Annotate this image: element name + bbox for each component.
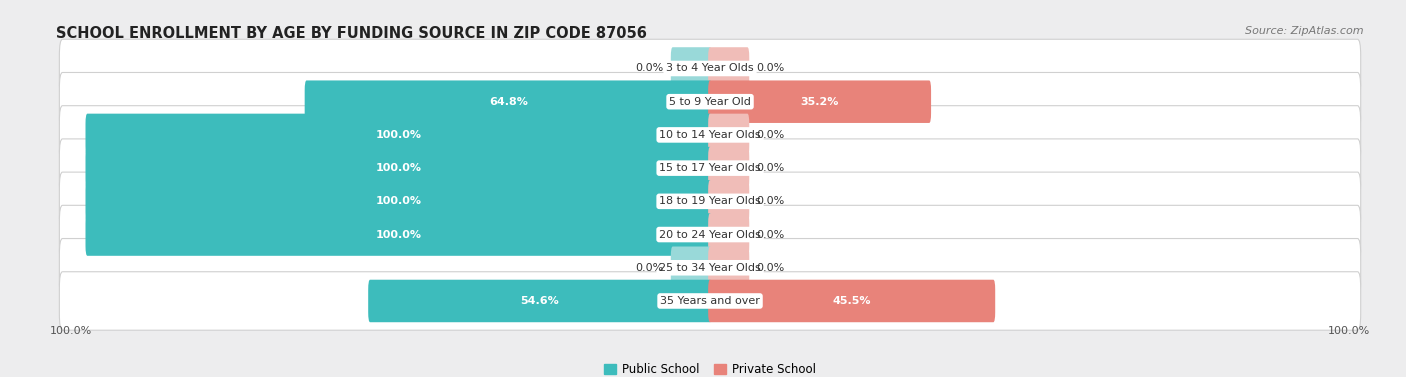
Text: 54.6%: 54.6% (520, 296, 560, 306)
Text: 0.0%: 0.0% (756, 230, 785, 239)
Text: 100.0%: 100.0% (375, 196, 422, 206)
FancyBboxPatch shape (368, 280, 711, 322)
Text: 100.0%: 100.0% (375, 230, 422, 239)
Text: 15 to 17 Year Olds: 15 to 17 Year Olds (659, 163, 761, 173)
FancyBboxPatch shape (709, 213, 749, 256)
FancyBboxPatch shape (59, 39, 1361, 98)
FancyBboxPatch shape (86, 213, 711, 256)
Text: 0.0%: 0.0% (756, 63, 785, 74)
Text: 0.0%: 0.0% (756, 196, 785, 206)
FancyBboxPatch shape (709, 113, 749, 156)
FancyBboxPatch shape (59, 106, 1361, 164)
FancyBboxPatch shape (709, 280, 995, 322)
Text: 25 to 34 Year Olds: 25 to 34 Year Olds (659, 263, 761, 273)
Text: 0.0%: 0.0% (756, 163, 785, 173)
Text: 35.2%: 35.2% (800, 97, 839, 107)
FancyBboxPatch shape (59, 139, 1361, 197)
Text: 10 to 14 Year Olds: 10 to 14 Year Olds (659, 130, 761, 140)
FancyBboxPatch shape (709, 247, 749, 289)
Text: 18 to 19 Year Olds: 18 to 19 Year Olds (659, 196, 761, 206)
FancyBboxPatch shape (671, 247, 711, 289)
FancyBboxPatch shape (59, 72, 1361, 131)
FancyBboxPatch shape (59, 239, 1361, 297)
Text: 0.0%: 0.0% (756, 130, 785, 140)
FancyBboxPatch shape (59, 272, 1361, 330)
Text: 45.5%: 45.5% (832, 296, 870, 306)
FancyBboxPatch shape (59, 172, 1361, 231)
Text: 100.0%: 100.0% (375, 130, 422, 140)
Text: 100.0%: 100.0% (375, 163, 422, 173)
FancyBboxPatch shape (305, 80, 711, 123)
Text: 100.0%: 100.0% (1327, 326, 1369, 336)
FancyBboxPatch shape (86, 180, 711, 222)
Text: 100.0%: 100.0% (51, 326, 93, 336)
Text: SCHOOL ENROLLMENT BY AGE BY FUNDING SOURCE IN ZIP CODE 87056: SCHOOL ENROLLMENT BY AGE BY FUNDING SOUR… (56, 26, 647, 41)
FancyBboxPatch shape (709, 147, 749, 189)
FancyBboxPatch shape (709, 47, 749, 90)
Text: 0.0%: 0.0% (636, 263, 664, 273)
Text: 64.8%: 64.8% (489, 97, 527, 107)
FancyBboxPatch shape (86, 147, 711, 189)
FancyBboxPatch shape (86, 113, 711, 156)
Text: Source: ZipAtlas.com: Source: ZipAtlas.com (1246, 26, 1364, 37)
Text: 5 to 9 Year Old: 5 to 9 Year Old (669, 97, 751, 107)
Text: 0.0%: 0.0% (636, 63, 664, 74)
FancyBboxPatch shape (671, 47, 711, 90)
Text: 35 Years and over: 35 Years and over (659, 296, 761, 306)
Text: 20 to 24 Year Olds: 20 to 24 Year Olds (659, 230, 761, 239)
Legend: Public School, Private School: Public School, Private School (600, 360, 820, 377)
FancyBboxPatch shape (709, 80, 931, 123)
FancyBboxPatch shape (59, 205, 1361, 264)
Text: 3 to 4 Year Olds: 3 to 4 Year Olds (666, 63, 754, 74)
FancyBboxPatch shape (709, 180, 749, 222)
Text: 0.0%: 0.0% (756, 263, 785, 273)
